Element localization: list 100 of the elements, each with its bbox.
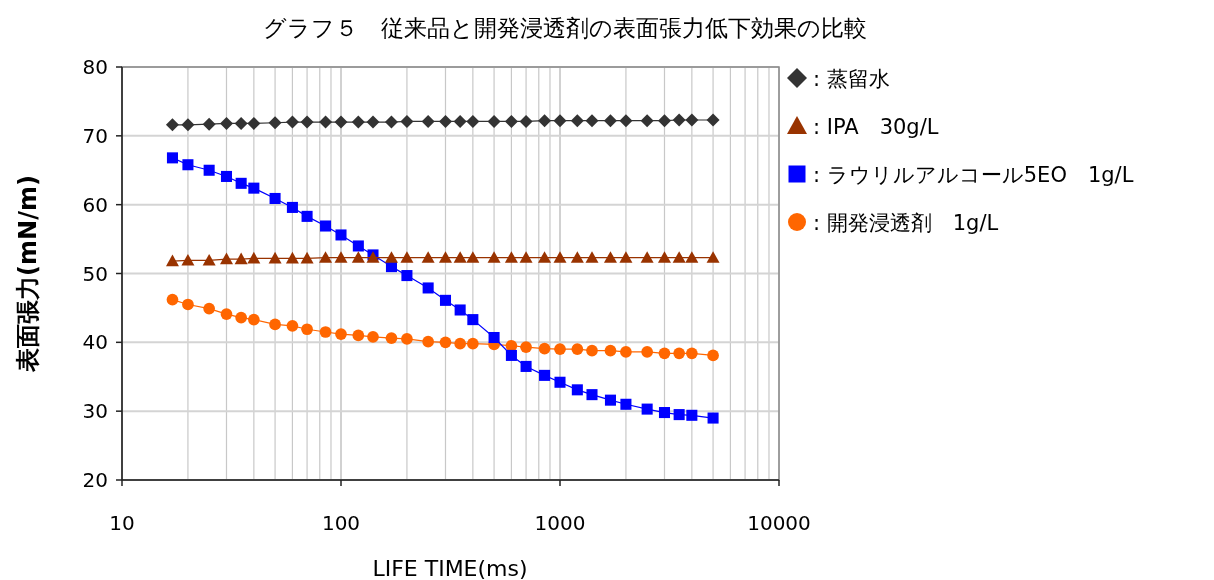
point: [571, 384, 583, 396]
point: [234, 116, 248, 130]
point: [519, 114, 533, 128]
point: [706, 113, 720, 127]
point: [454, 304, 466, 316]
point: [706, 251, 720, 263]
point: [351, 251, 365, 263]
point: [300, 251, 314, 264]
y-tick-label: 30: [82, 399, 108, 424]
point: [657, 114, 671, 128]
point: [400, 251, 414, 263]
point: [334, 115, 348, 129]
point: [673, 347, 685, 360]
point: [182, 298, 194, 311]
x-tick-label: 100: [321, 511, 361, 535]
point: [538, 114, 552, 128]
point: [672, 113, 686, 127]
point: [319, 115, 333, 129]
point: [603, 114, 617, 128]
point: [520, 341, 532, 353]
point: [335, 229, 347, 241]
point: [268, 116, 282, 130]
point: [335, 328, 347, 340]
point: [488, 331, 500, 344]
point: [453, 114, 467, 128]
legend-label: : ラウリルアルコール5EO 1g/L: [813, 163, 1134, 187]
point: [603, 251, 617, 263]
point: [301, 323, 313, 336]
chart-title: グラフ５ 従来品と開発浸透剤の表面張力低下効果の比較: [263, 15, 867, 41]
point: [604, 394, 616, 406]
point: [401, 270, 413, 282]
point: [520, 360, 532, 372]
x-tick-label: 10000: [747, 511, 811, 535]
point: [519, 251, 533, 263]
legend-label: : 蒸留水: [813, 67, 890, 91]
point: [384, 115, 398, 129]
point: [640, 114, 654, 128]
point: [320, 220, 332, 232]
point: [166, 293, 179, 306]
point: [707, 412, 719, 424]
point: [554, 343, 566, 356]
y-tick-label: 60: [82, 192, 108, 217]
point: [385, 332, 398, 345]
y-tick-label: 80: [82, 55, 108, 79]
point: [384, 251, 398, 263]
legend-label: : 開発浸透剤 1g/L: [813, 211, 999, 235]
legend-label: : IPA 30g/L: [813, 115, 939, 139]
point: [286, 201, 298, 213]
point: [400, 114, 414, 128]
point: [554, 376, 566, 388]
point: [300, 115, 314, 129]
point: [454, 337, 466, 350]
point: [538, 251, 552, 263]
point: [570, 251, 584, 263]
point: [181, 118, 195, 132]
point: [352, 240, 364, 252]
point: [285, 251, 299, 264]
point: [234, 252, 248, 265]
point: [553, 251, 567, 263]
point: [401, 333, 413, 345]
point: [641, 346, 653, 358]
point: [672, 251, 686, 263]
y-tick-label: 70: [82, 123, 108, 148]
point: [570, 114, 584, 128]
point: [334, 251, 348, 263]
point: [352, 329, 365, 342]
point: [571, 343, 584, 356]
x-axis-title: LIFE TIME(ms): [372, 556, 528, 580]
point: [453, 251, 467, 263]
point: [351, 115, 365, 129]
y-tick-label: 40: [82, 330, 108, 355]
point: [657, 251, 671, 263]
point: [235, 177, 247, 189]
point: [301, 210, 313, 222]
point: [641, 403, 653, 415]
point: [604, 344, 617, 357]
point: [285, 115, 299, 129]
point: [673, 409, 685, 421]
point: [181, 253, 195, 266]
point: [268, 251, 282, 264]
x-tick-label: 10: [109, 511, 135, 535]
point: [286, 319, 299, 332]
y-tick-label: 20: [82, 468, 108, 492]
point: [165, 118, 179, 132]
x-tick-label: 1000: [534, 511, 586, 535]
y-tick-label: 50: [82, 261, 108, 286]
point: [640, 251, 654, 263]
point: [269, 192, 281, 204]
point: [505, 349, 517, 361]
point: [182, 159, 194, 171]
point: [487, 114, 501, 128]
point: [539, 369, 551, 381]
point: [707, 349, 719, 362]
point: [538, 342, 551, 355]
point: [319, 326, 332, 338]
point: [235, 311, 247, 324]
point: [504, 251, 518, 263]
point: [166, 152, 178, 164]
point: [504, 114, 518, 128]
point: [553, 114, 567, 128]
